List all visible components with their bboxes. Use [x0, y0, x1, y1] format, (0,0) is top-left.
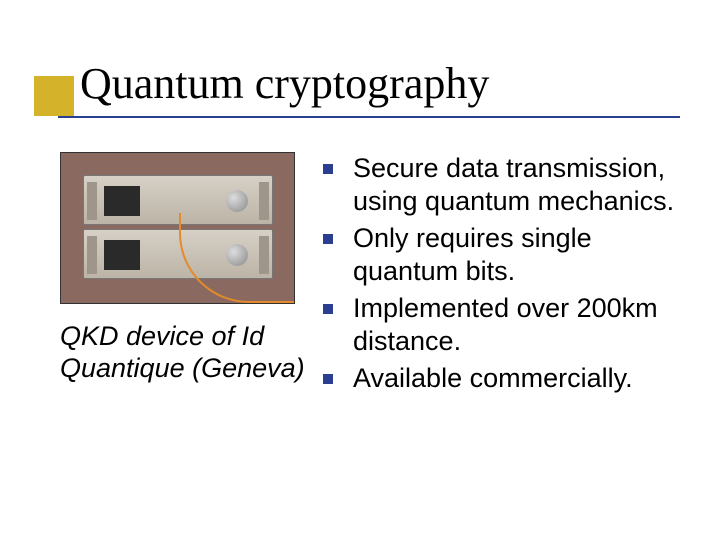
bullet-list: Secure data transmission, using quantum …: [323, 152, 680, 395]
right-column: Secure data transmission, using quantum …: [323, 152, 680, 399]
accent-square: [34, 76, 74, 116]
list-item: Secure data transmission, using quantum …: [323, 152, 680, 218]
list-item-text: Implemented over 200km distance.: [353, 293, 658, 356]
list-item: Available commercially.: [323, 362, 680, 395]
fiber-cable: [179, 213, 295, 303]
bullet-square-icon: [323, 234, 333, 244]
title-area: Quantum cryptography: [0, 58, 720, 132]
device-photo: [60, 152, 295, 304]
bullet-square-icon: [323, 164, 333, 174]
title-underline: [58, 116, 680, 118]
left-column: QKD device of Id Quantique (Geneva): [60, 152, 305, 399]
list-item: Implemented over 200km distance.: [323, 292, 680, 358]
photo-caption: QKD device of Id Quantique (Geneva): [60, 320, 305, 385]
slide: Quantum cryptography QKD device of Id Qu…: [0, 0, 720, 540]
list-item-text: Only requires single quantum bits.: [353, 223, 592, 286]
bullet-square-icon: [323, 374, 333, 384]
list-item-text: Secure data transmission, using quantum …: [353, 153, 674, 216]
bullet-square-icon: [323, 304, 333, 314]
content-area: QKD device of Id Quantique (Geneva) Secu…: [0, 132, 720, 399]
list-item: Only requires single quantum bits.: [323, 222, 680, 288]
slide-title: Quantum cryptography: [80, 58, 489, 109]
list-item-text: Available commercially.: [353, 363, 633, 393]
